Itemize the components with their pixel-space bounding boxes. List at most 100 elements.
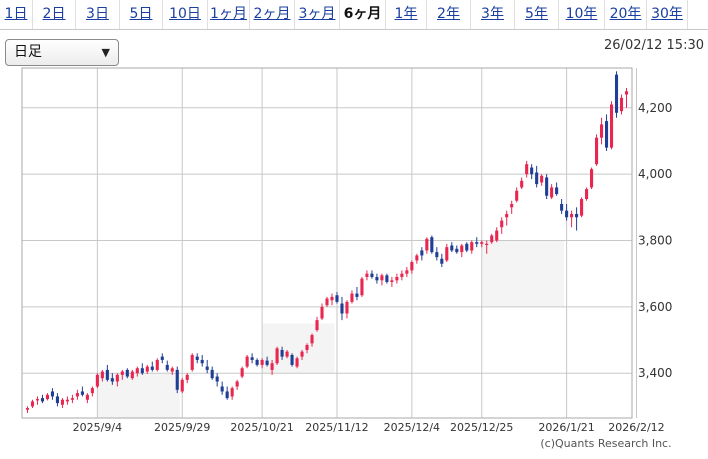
tab-15[interactable]: 20年 [605, 0, 647, 29]
candle-body [450, 245, 454, 251]
candle-body [145, 366, 149, 372]
candle-body [390, 280, 394, 282]
candle-body [435, 252, 439, 258]
candle-body [410, 262, 414, 271]
y-tick-label: 3,400 [638, 366, 672, 380]
copyright-credit: (c)Quants Research Inc. [540, 437, 671, 450]
tab-9[interactable]: 6ヶ月 [340, 0, 386, 29]
candle-body [330, 296, 334, 301]
period-tab-bar: 1日 2日 3日 5日 10日 1ヶ月 2ヶ月 3ヶ月 6ヶ月 1年 2年 3年 5年 10年 20年 30年 [0, 0, 708, 30]
candle-body [185, 374, 189, 380]
y-tick-label: 4,200 [638, 101, 672, 115]
tab-16[interactable]: 30年 [647, 0, 688, 29]
x-tick-label: 2025/10/21 [230, 421, 293, 434]
candle-body [120, 371, 124, 375]
tab-4[interactable]: 5日 [120, 0, 163, 29]
candle-body [420, 250, 424, 256]
candle-body [545, 177, 549, 196]
candle-body [505, 213, 509, 218]
candle-body [215, 376, 219, 382]
tab-14[interactable]: 10年 [559, 0, 605, 29]
candle-body [550, 187, 554, 198]
candle-body [340, 303, 344, 314]
tab-3[interactable]: 3日 [76, 0, 120, 29]
candle-body [240, 368, 244, 377]
candle-body [365, 273, 369, 278]
candle-body [130, 371, 134, 379]
candle-body [65, 399, 69, 402]
candle-body [295, 358, 299, 367]
candle-body [180, 379, 184, 392]
candle-body [350, 293, 354, 302]
tab-13[interactable]: 5年 [515, 0, 559, 29]
candle-body [220, 386, 224, 392]
candle-body [45, 394, 50, 400]
candle-body [385, 275, 389, 282]
candle-body [595, 137, 599, 165]
candle-body [285, 351, 289, 357]
candle-body [515, 190, 519, 201]
candle-body [150, 366, 154, 370]
candle-body [170, 368, 174, 372]
candle-body [430, 237, 434, 253]
tab-1[interactable]: 1日 [0, 0, 33, 29]
candle-body [614, 74, 619, 113]
tab-2[interactable]: 2日 [33, 0, 76, 29]
candle-body [265, 360, 269, 365]
candle-body [440, 258, 444, 264]
tab-8[interactable]: 3ヶ月 [295, 0, 340, 29]
candle-body [380, 275, 384, 281]
candle-body [165, 364, 169, 370]
y-tick-label: 4,000 [638, 167, 672, 181]
candle-body [520, 180, 524, 188]
candle-body [205, 366, 209, 370]
candle-body [360, 278, 364, 296]
chevron-down-icon: ▼ [101, 46, 110, 59]
candle-body [580, 199, 584, 216]
candle-body [305, 345, 309, 350]
candle-body [375, 277, 379, 281]
x-tick-label: 2025/9/4 [73, 421, 122, 434]
candle-body [135, 368, 139, 374]
tab-10[interactable]: 1年 [386, 0, 427, 29]
candle-body [555, 187, 559, 195]
candle-body [565, 210, 569, 218]
plot-frame [21, 67, 633, 419]
candle-body [80, 391, 84, 395]
candle-body [530, 167, 534, 175]
candle-body [55, 396, 59, 404]
candle-body [125, 369, 129, 377]
candle-body [460, 245, 464, 253]
candle-body [50, 391, 54, 397]
candle-body [400, 273, 404, 278]
x-tick-label: 2026/1/21 [538, 421, 594, 434]
tab-7[interactable]: 2ヶ月 [250, 0, 295, 29]
candle-body [535, 172, 539, 185]
candle-body [560, 204, 564, 211]
tab-5[interactable]: 10日 [163, 0, 208, 29]
tab-6[interactable]: 1ヶ月 [208, 0, 250, 29]
candle-body [255, 359, 259, 365]
candle-body [619, 97, 624, 112]
candle-body [455, 248, 459, 253]
candle-body [225, 391, 229, 399]
tab-11[interactable]: 2年 [427, 0, 471, 29]
candle-period-select[interactable]: 日足 ▼ [5, 39, 119, 66]
candle-body [85, 394, 89, 400]
y-tick-label: 3,600 [638, 300, 672, 314]
candle-body [310, 335, 314, 344]
candle-body [25, 408, 30, 410]
candle-body [415, 255, 419, 261]
candle-body [95, 374, 99, 387]
candle-body [525, 164, 529, 175]
x-tick-label: 2025/12/25 [450, 421, 513, 434]
tab-12[interactable]: 3年 [471, 0, 515, 29]
candle-body [370, 273, 374, 278]
shaded-band-2 [481, 240, 565, 307]
candle-body [445, 247, 449, 261]
candle-body [320, 306, 324, 319]
x-tick-label: 2025/11/12 [305, 421, 368, 434]
candle-body [35, 399, 40, 401]
candle-body [475, 242, 479, 244]
